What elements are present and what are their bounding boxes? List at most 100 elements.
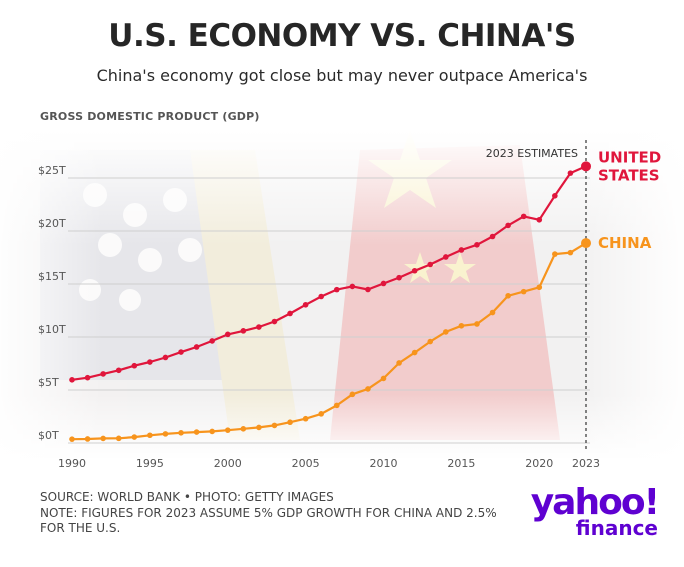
yahoo-finance-logo: yahoo! finance (528, 482, 660, 540)
data-point (380, 375, 387, 382)
series-label: STATES (598, 166, 660, 184)
x-tick-label: 2010 (370, 457, 398, 470)
assumption-note: NOTE: FIGURES FOR 2023 ASSUME 5% GDP GRO… (40, 505, 497, 536)
data-point (581, 161, 591, 172)
logo-subtitle: finance (575, 516, 658, 540)
data-point (411, 349, 418, 356)
data-point (287, 310, 293, 317)
data-point (84, 436, 91, 442)
data-point (69, 377, 75, 383)
y-axis-title: GROSS DOMESTIC PRODUCT (GDP) (40, 110, 260, 123)
data-point (287, 419, 293, 426)
y-tick-label: $20T (38, 217, 66, 230)
data-point (489, 233, 496, 240)
estimate-label: 2023 ESTIMATES (486, 147, 578, 160)
data-point (302, 415, 309, 422)
data-point (474, 241, 480, 248)
data-point (224, 427, 231, 433)
data-point (520, 288, 527, 295)
data-point (224, 331, 231, 338)
x-tick-label: 2020 (525, 457, 553, 470)
data-point (162, 431, 169, 437)
data-point (271, 318, 278, 325)
data-point (147, 359, 153, 365)
series-lines (69, 161, 591, 442)
data-point (536, 216, 543, 223)
data-point (489, 309, 496, 316)
estimate-marker: 2023 ESTIMATES (486, 140, 587, 450)
data-point (178, 430, 184, 436)
data-point (131, 434, 138, 440)
data-point (318, 293, 325, 300)
series-label: CHINA (598, 234, 652, 252)
data-point (349, 283, 356, 290)
data-point (193, 344, 200, 350)
x-tick-label: 2000 (214, 457, 242, 470)
data-point (256, 424, 262, 431)
data-point (209, 338, 215, 344)
data-point (147, 432, 153, 439)
series-label: UNITED (598, 148, 661, 166)
data-point (333, 286, 340, 293)
data-point (302, 301, 309, 308)
x-tick-label: 1995 (136, 457, 164, 470)
data-point (178, 349, 184, 355)
data-point (505, 292, 511, 299)
source-note: SOURCE: WORLD BANK • PHOTO: GETTY IMAGES (40, 490, 334, 504)
data-point (100, 435, 106, 442)
x-tick-label: 2005 (292, 457, 320, 470)
data-point (69, 436, 75, 442)
data-point (411, 267, 418, 274)
data-point (115, 435, 122, 442)
chart-title: U.S. ECONOMY VS. CHINA'S (108, 18, 576, 54)
logo-wordmark: yahoo! (530, 482, 660, 523)
footer: SOURCE: WORLD BANK • PHOTO: GETTY IMAGES… (40, 490, 510, 537)
data-point (100, 371, 106, 377)
data-point (240, 425, 247, 432)
data-point (536, 284, 543, 291)
data-point (256, 324, 262, 330)
data-point (84, 374, 91, 381)
data-point (474, 321, 480, 327)
data-point (365, 286, 371, 293)
data-point (193, 429, 200, 435)
data-point (162, 354, 169, 361)
data-point (567, 249, 574, 256)
data-point (349, 391, 356, 398)
data-point (318, 411, 325, 417)
series-line-us (71, 165, 587, 381)
data-point (396, 360, 402, 366)
data-point (380, 280, 387, 287)
series-line-china (71, 242, 587, 441)
x-tick-label: 1990 (58, 457, 86, 470)
data-point (443, 254, 449, 260)
data-point (567, 170, 574, 176)
data-point (115, 367, 122, 374)
x-tick-label: 2023 (572, 457, 600, 470)
data-point (427, 261, 434, 268)
data-point (271, 422, 278, 429)
data-point (581, 238, 591, 249)
x-axis-ticks: 1990 1995 2000 2005 2010 2015 2020 2023 (58, 457, 600, 470)
y-tick-label: $15T (38, 270, 66, 283)
y-tick-label: $5T (38, 376, 59, 389)
y-tick-label: $25T (38, 164, 66, 177)
data-point (552, 251, 558, 257)
data-point (333, 402, 340, 409)
y-tick-label: $0T (38, 429, 59, 442)
data-point (240, 328, 247, 334)
chart-area: $0T $5T $10T $15T $20T $25T 1990 1995 2000 2005 2… (0, 130, 684, 470)
gridlines (68, 177, 590, 444)
data-point (552, 193, 558, 199)
data-point (443, 329, 449, 335)
x-tick-label: 2015 (447, 457, 475, 470)
y-axis-ticks: $0T $5T $10T $15T $20T $25T (38, 164, 66, 442)
y-tick-label: $10T (38, 323, 66, 336)
data-point (505, 222, 511, 229)
data-point (396, 274, 402, 281)
data-point (520, 213, 527, 220)
data-point (209, 428, 215, 435)
data-point (131, 362, 138, 369)
